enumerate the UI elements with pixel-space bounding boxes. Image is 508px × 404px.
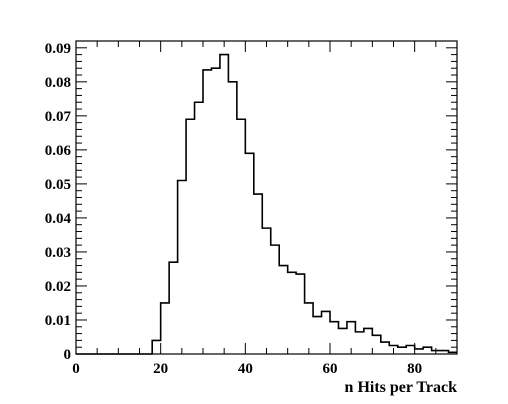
y-tick-label: 0.08	[45, 75, 71, 91]
x-tick-label: 40	[238, 361, 253, 377]
plot-frame	[75, 40, 458, 355]
x-tick-label: 80	[407, 361, 422, 377]
y-tick-label: 0.09	[45, 41, 71, 57]
y-tick-label: 0.05	[45, 177, 71, 193]
x-axis-title: n Hits per Track	[345, 379, 458, 396]
y-tick-label: 0.03	[45, 245, 71, 261]
y-tick-label: 0.04	[45, 211, 72, 227]
x-tick-labels: 0 20 40 60 80	[72, 361, 422, 377]
axis-ticks	[75, 40, 458, 355]
x-tick-label: 20	[153, 361, 168, 377]
histogram-series-line	[76, 53, 457, 355]
y-tick-label: 0.06	[45, 143, 72, 159]
x-tick-label: 60	[323, 361, 338, 377]
y-tick-labels: 0 0.01 0.02 0.03 0.04 0.05 0.06 0.07 0.08 0.09	[45, 41, 72, 363]
x-tick-label: 0	[72, 361, 80, 377]
y-tick-label: 0	[64, 347, 72, 363]
y-tick-label: 0.07	[45, 109, 72, 125]
y-tick-label: 0.02	[45, 279, 71, 295]
y-tick-label: 0.01	[45, 313, 71, 329]
